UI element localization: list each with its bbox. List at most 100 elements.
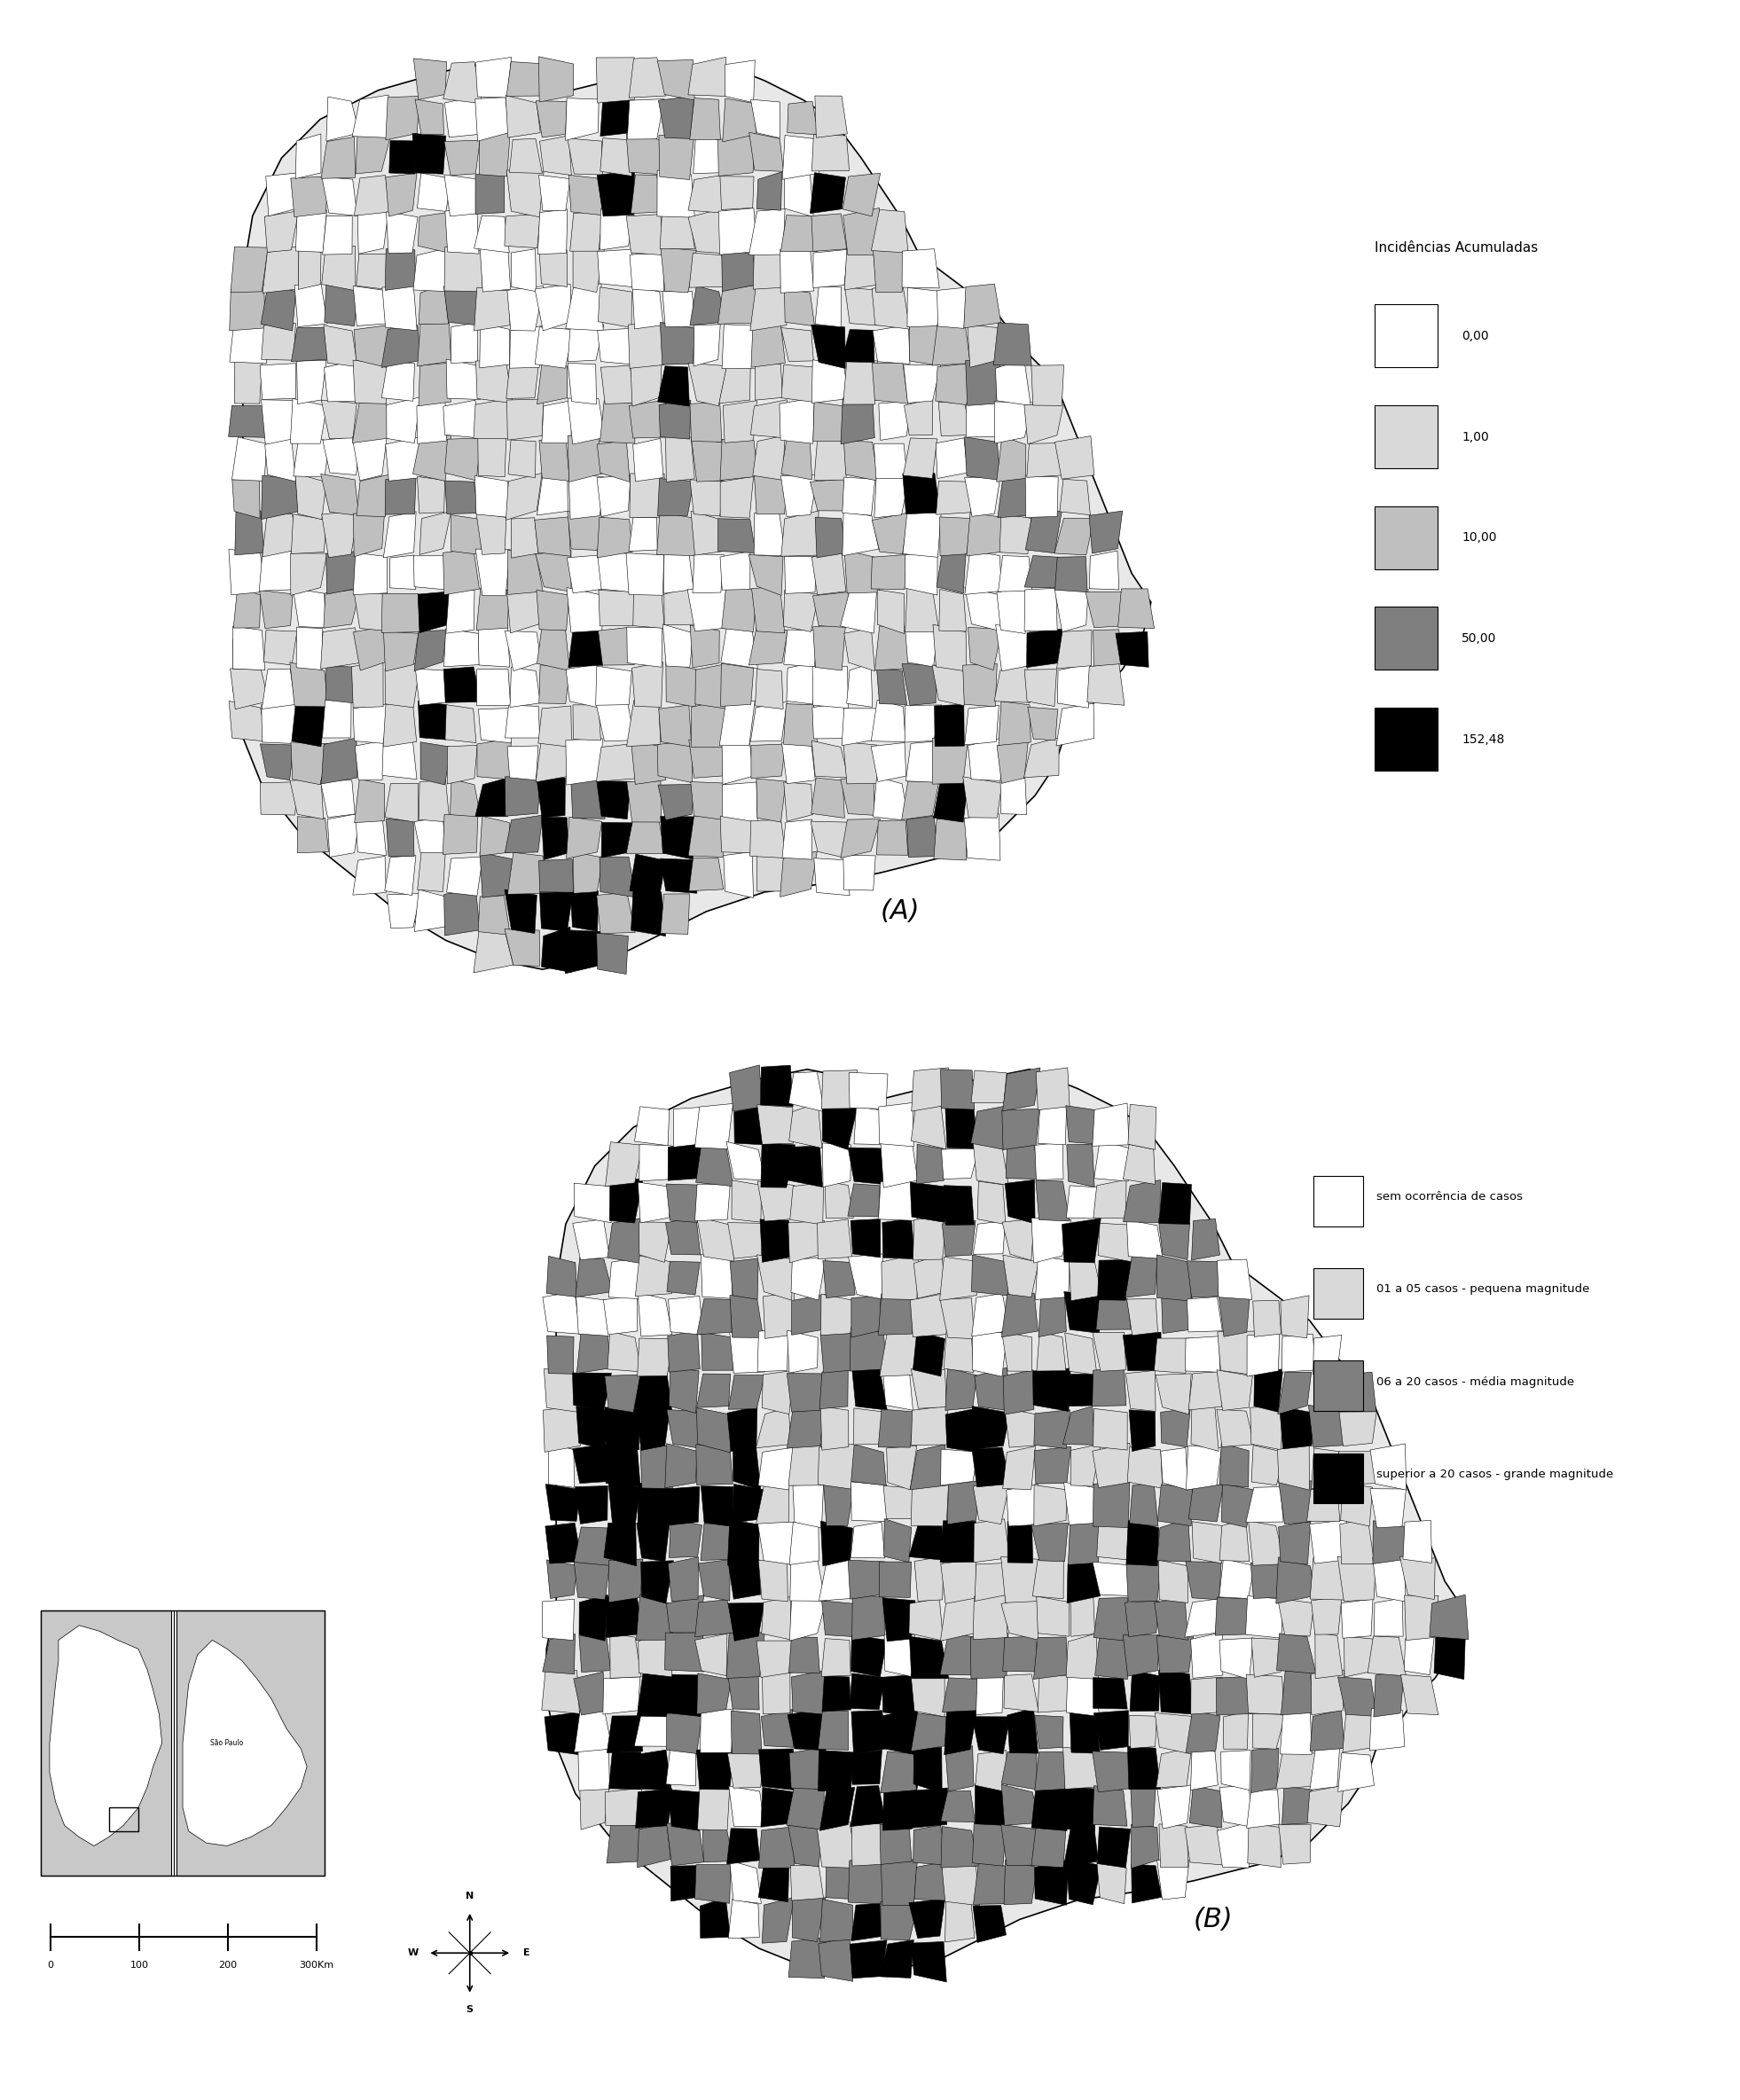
Polygon shape	[1025, 556, 1060, 588]
Polygon shape	[505, 630, 541, 672]
Text: 0: 0	[47, 1961, 54, 1970]
Polygon shape	[546, 1560, 578, 1598]
Polygon shape	[973, 1823, 1007, 1867]
Polygon shape	[1054, 437, 1094, 479]
Polygon shape	[261, 475, 298, 519]
Polygon shape	[1098, 1260, 1131, 1300]
Polygon shape	[844, 246, 877, 290]
Polygon shape	[1338, 1754, 1375, 1791]
Polygon shape	[659, 210, 694, 250]
Polygon shape	[962, 664, 997, 706]
Polygon shape	[842, 172, 880, 216]
Polygon shape	[505, 815, 543, 853]
Polygon shape	[1281, 1296, 1308, 1338]
Polygon shape	[849, 1861, 887, 1905]
Polygon shape	[821, 1520, 853, 1567]
Polygon shape	[722, 323, 757, 370]
Polygon shape	[933, 737, 967, 783]
Polygon shape	[1187, 1445, 1221, 1491]
Polygon shape	[1343, 1714, 1373, 1751]
Polygon shape	[964, 706, 999, 745]
Polygon shape	[510, 668, 541, 708]
Polygon shape	[261, 743, 294, 779]
Polygon shape	[567, 554, 602, 592]
Polygon shape	[752, 323, 785, 368]
Polygon shape	[1056, 704, 1094, 746]
Text: Incidências Acumuladas: Incidências Acumuladas	[1375, 242, 1538, 254]
Polygon shape	[539, 57, 574, 103]
Polygon shape	[566, 817, 602, 859]
Polygon shape	[840, 775, 875, 815]
Polygon shape	[941, 1449, 978, 1485]
Polygon shape	[882, 1218, 915, 1260]
Polygon shape	[1307, 1785, 1343, 1827]
Polygon shape	[1067, 1558, 1100, 1602]
Polygon shape	[722, 588, 757, 632]
Polygon shape	[698, 1787, 729, 1829]
Polygon shape	[1155, 1373, 1192, 1413]
Polygon shape	[322, 510, 358, 559]
Polygon shape	[788, 1102, 821, 1149]
Polygon shape	[872, 363, 908, 403]
Polygon shape	[480, 853, 512, 897]
Polygon shape	[666, 1745, 696, 1785]
Polygon shape	[781, 365, 818, 403]
Polygon shape	[541, 926, 571, 972]
Polygon shape	[233, 586, 261, 628]
Polygon shape	[903, 473, 940, 515]
Polygon shape	[873, 326, 910, 363]
Polygon shape	[915, 1556, 943, 1600]
Polygon shape	[851, 1445, 886, 1485]
Polygon shape	[905, 588, 940, 632]
Polygon shape	[1190, 1407, 1218, 1451]
Polygon shape	[418, 853, 445, 892]
Polygon shape	[757, 1105, 793, 1144]
Polygon shape	[853, 1369, 887, 1409]
Polygon shape	[385, 783, 418, 823]
Polygon shape	[748, 554, 783, 596]
Polygon shape	[945, 1105, 978, 1149]
Polygon shape	[1037, 1331, 1067, 1371]
Polygon shape	[974, 1367, 1009, 1411]
Polygon shape	[639, 1632, 673, 1678]
Polygon shape	[571, 890, 599, 930]
Polygon shape	[849, 1674, 886, 1709]
Polygon shape	[781, 510, 818, 556]
Polygon shape	[1070, 1596, 1094, 1636]
Polygon shape	[567, 512, 604, 550]
Polygon shape	[999, 556, 1032, 592]
Polygon shape	[600, 365, 635, 403]
Polygon shape	[788, 1938, 826, 1978]
Polygon shape	[355, 739, 386, 781]
Polygon shape	[755, 361, 783, 401]
Polygon shape	[760, 1065, 793, 1107]
Polygon shape	[814, 288, 842, 328]
Polygon shape	[1281, 1672, 1315, 1716]
Polygon shape	[691, 510, 722, 554]
Polygon shape	[635, 1107, 670, 1145]
Polygon shape	[670, 1518, 701, 1558]
Polygon shape	[851, 1483, 887, 1522]
Polygon shape	[910, 1182, 948, 1222]
Polygon shape	[933, 323, 971, 365]
Polygon shape	[1157, 1485, 1192, 1527]
Polygon shape	[1216, 1409, 1255, 1447]
Polygon shape	[355, 174, 390, 216]
Polygon shape	[1314, 1336, 1342, 1373]
Polygon shape	[1027, 443, 1061, 477]
Polygon shape	[572, 853, 604, 892]
Polygon shape	[1037, 1105, 1067, 1144]
Polygon shape	[327, 813, 360, 857]
Polygon shape	[780, 851, 818, 897]
Polygon shape	[1025, 477, 1058, 517]
Polygon shape	[595, 666, 632, 706]
Polygon shape	[510, 326, 541, 368]
Polygon shape	[814, 517, 847, 559]
Polygon shape	[966, 361, 1000, 405]
Polygon shape	[473, 928, 513, 972]
Polygon shape	[1002, 1331, 1032, 1371]
Polygon shape	[790, 1594, 826, 1640]
Polygon shape	[1126, 1600, 1159, 1636]
Polygon shape	[576, 1407, 612, 1449]
Polygon shape	[701, 1254, 733, 1298]
